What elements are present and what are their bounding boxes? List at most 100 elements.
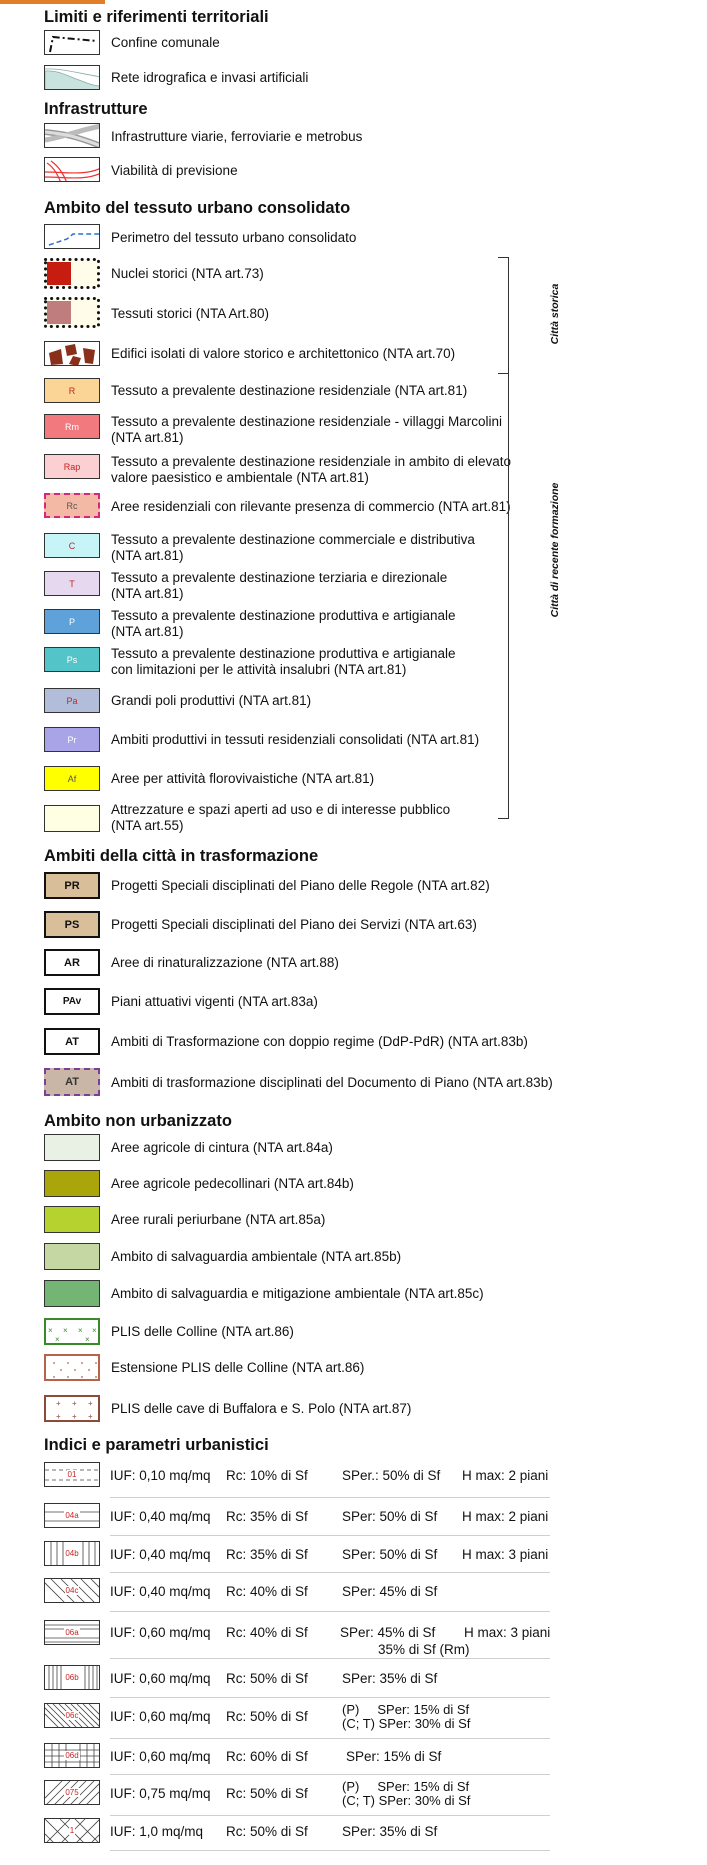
rurali-label: Aree rurali periurbane (NTA art.85a) [111,1212,326,1227]
tessuto-Rap-label: Tessuto a prevalente destinazione reside… [111,454,511,486]
trasformazione-PR-swatch: PR [44,872,100,899]
bracket-citta-storica [498,257,509,374]
hmax-value: H max: 2 piani [462,1468,549,1483]
swatch-code: P [68,616,75,627]
mitigazione-swatch [44,1280,100,1307]
tessuto-R-swatch: R [44,378,100,403]
estensione-plis-swatch [44,1354,100,1381]
row-separator [110,1697,550,1698]
previsione-swatch [44,157,100,182]
iuf-value: IUF: 1,0 mq/mq [110,1824,204,1839]
estensione-plis-label: Estensione PLIS delle Colline (NTA art.8… [111,1360,365,1375]
trasformazione-PAv-swatch: PAv [44,988,100,1015]
label-line: con limitazioni per le attività insalubr… [111,662,407,677]
rc-value: Rc: 10% di Sf [226,1468,308,1483]
swatch-code: Rc [66,500,78,511]
indice-04a-swatch: 04a [44,1503,100,1528]
indice-06c-swatch: 06c [44,1703,100,1728]
sper-value: SPer.: 50% di Sf [342,1468,441,1483]
iuf-value: IUF: 0,60 mq/mq [110,1671,211,1686]
bracket-citta-recente [498,373,509,819]
indice-1-swatch: 1 [44,1818,100,1843]
tessuto-Rc-swatch: Rc [44,493,100,518]
previsione-label: Viabilità di previsione [111,163,238,178]
label-line: (NTA art.81) [111,548,184,563]
tessuto-Pa-label: Grandi poli produttivi (NTA art.81) [111,693,311,709]
sper-value: SPer: 45% di Sf [342,1584,438,1599]
perimetro-label: Perimetro del tessuto urbano consolidato [111,230,357,245]
bracket-label-citta-recente: Città di recente formazione [549,482,561,618]
svg-text:+: + [88,1412,93,1421]
row-separator [110,1572,550,1573]
iuf-value: IUF: 0,40 mq/mq [110,1584,211,1599]
plis-buffalora-swatch: + + + + + + [44,1395,100,1422]
label-line: Tessuto a prevalente destinazione reside… [111,414,502,429]
iuf-value: IUF: 0,60 mq/mq [110,1709,211,1724]
sper-value: SPer: 35% di Sf [342,1824,438,1839]
indice-01-swatch: 01 [44,1462,100,1487]
svg-text:+: + [56,1399,61,1408]
rurali-swatch [44,1206,100,1233]
agricole-cintura-swatch [44,1134,100,1161]
top-accent-bar [0,0,105,4]
sper-value: SPer: 50% di Sf [342,1547,438,1562]
label-line: Tessuto a prevalente destinazione commer… [111,532,475,547]
tessuto-Af-label: Aree per attività florovivaistiche (NTA … [111,771,374,787]
section-title-tessuto: Ambito del tessuto urbano consolidato [44,199,351,217]
swatch-code: Ps [66,654,78,665]
tessuto-P-label: Tessuto a prevalente destinazione produt… [111,608,455,640]
section-title-non-urbanizzato: Ambito non urbanizzato [44,1112,232,1130]
mitigazione-label: Ambito di salvaguardia e mitigazione amb… [111,1286,484,1301]
tessuto-Rap-swatch: Rap [44,454,100,479]
trasformazione-AT-dp-label: Ambiti di trasformazione disciplinati de… [111,1075,553,1090]
tessuto-Rc-label: Aree residenziali con rilevante presenza… [111,499,511,515]
hmax-value: H max: 3 piani [464,1625,551,1640]
svg-text:×: × [85,1335,90,1344]
swatch-code: AT [65,1035,79,1048]
swatch-code: R [68,385,76,396]
rc-value: Rc: 35% di Sf [226,1509,308,1524]
label-line: Tessuto a prevalente destinazione produt… [111,646,456,661]
tessuto-Ps-label: Tessuto a prevalente destinazione produt… [111,646,455,678]
tessuto-Rm-label: Tessuto a prevalente destinazione reside… [111,414,502,446]
trasformazione-AT-label: Ambiti di Trasformazione con doppio regi… [111,1034,528,1049]
swatch-code: Pa [66,695,78,706]
hmax-value: H max: 3 piani [462,1547,549,1562]
plis-colline-label: PLIS delle Colline (NTA art.86) [111,1324,294,1339]
tessuto-P-swatch: P [44,609,100,634]
iuf-value: IUF: 0,10 mq/mq [110,1468,211,1483]
label-line: valore paesistico e ambientale (NTA art.… [111,470,369,485]
label-line: Grandi poli produttivi (NTA art.81) [111,693,312,708]
label-line: Aree residenziali con rilevante presenza… [111,499,511,514]
label-line: Tessuto a prevalente destinazione terzia… [111,570,448,585]
confine-label: Confine comunale [111,35,220,50]
tessuto-Pr-label: Ambiti produttivi in tessuti residenzial… [111,732,479,748]
swatch-code: Af [67,773,77,784]
rc-value: Rc: 50% di Sf [226,1671,308,1686]
trasformazione-PS-label: Progetti Speciali disciplinati del Piano… [111,917,477,932]
sper-ct-value: (C; T) SPer: 30% di Sf [342,1716,471,1731]
label-line: Ambiti produttivi in tessuti residenzial… [111,732,480,747]
section-title-limiti: Limiti e riferimenti territoriali [44,8,269,26]
tessuto-R-label: Tessuto a prevalente destinazione reside… [111,383,467,399]
label-line: Attrezzature e spazi aperti ad uso e di … [111,802,451,817]
svg-text:×: × [63,1326,68,1335]
sper-value: SPer: 15% di Sf [346,1749,442,1764]
trasformazione-PAv-label: Piani attuativi vigenti (NTA art.83a) [111,994,318,1009]
tessuto-C-label: Tessuto a prevalente destinazione commer… [111,532,475,564]
viarie-swatch [44,123,100,148]
tessuto-Ps-swatch: Ps [44,647,100,672]
swatch-code: 04a [64,1511,80,1520]
indice-04c-swatch: 04c [44,1578,100,1603]
swatch-code: AT [65,1076,79,1088]
iuf-value: IUF: 0,40 mq/mq [110,1547,211,1562]
swatch-code: 06c [64,1711,80,1720]
plis-buffalora-label: PLIS delle cave di Buffalora e S. Polo (… [111,1401,412,1416]
svg-text:+: + [72,1412,77,1421]
iuf-value: IUF: 0,60 mq/mq [110,1749,211,1764]
rc-value: Rc: 50% di Sf [226,1824,308,1839]
row-separator [110,1774,550,1775]
swatch-code: Rm [65,421,79,432]
rc-value: Rc: 50% di Sf [226,1709,308,1724]
